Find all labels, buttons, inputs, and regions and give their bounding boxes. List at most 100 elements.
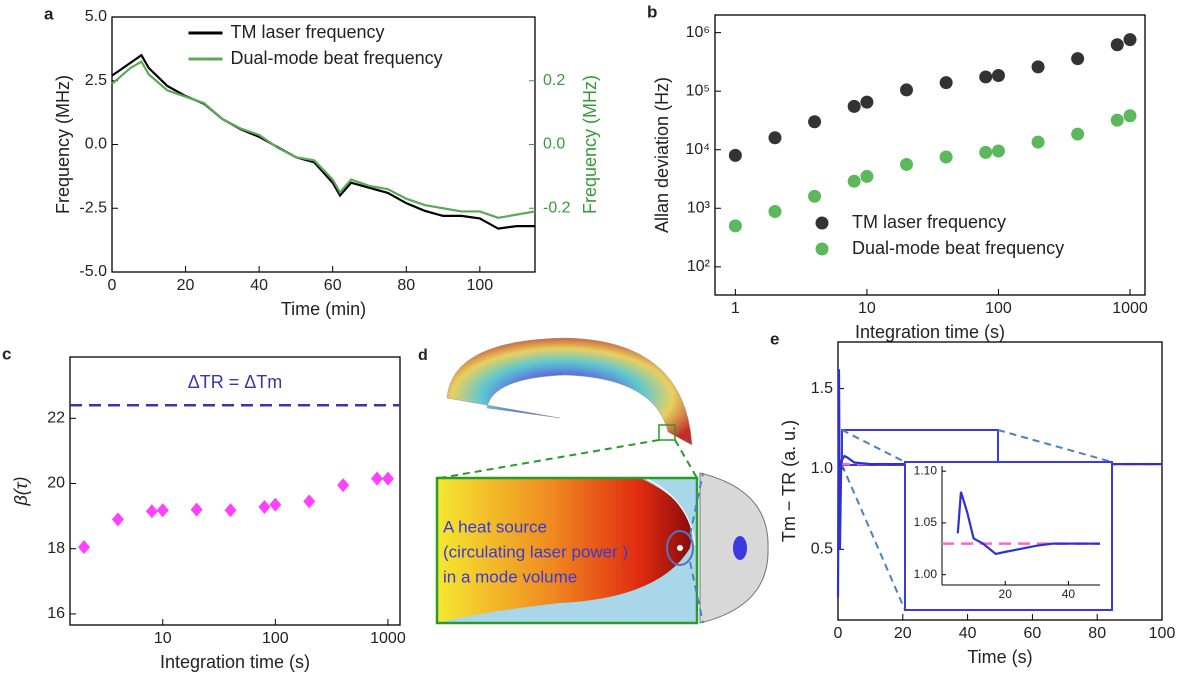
caption: in a mode volume: [443, 567, 577, 586]
x-tick-label: 40: [250, 277, 268, 294]
panel-label: b: [647, 2, 657, 21]
y2-tick-label: 0.0: [543, 136, 565, 153]
x-axis-label: Integration time (s): [855, 322, 1005, 342]
y-axis-label: β(τ): [11, 476, 31, 506]
connector: [439, 439, 660, 479]
point: [847, 174, 861, 188]
point: [258, 499, 271, 514]
y-tick-label: 10⁵: [686, 82, 710, 99]
point: [900, 157, 914, 171]
axes-frame: [69, 356, 401, 626]
y-tick-label: 10⁶: [686, 24, 710, 41]
y2-tick-label: 0.2: [543, 72, 565, 89]
caption: (circulating laser power ): [443, 542, 628, 561]
point: [1123, 109, 1137, 123]
x-tick-label: 10: [858, 300, 876, 317]
connector: [841, 464, 906, 611]
panel-label: c: [2, 344, 11, 363]
legend-swatch: [815, 216, 829, 230]
y-tick-label: 20: [47, 475, 65, 492]
point: [860, 95, 874, 109]
point: [768, 205, 782, 219]
panel-label: d: [418, 347, 428, 364]
y-tick-label: -5.0: [79, 263, 107, 280]
y2-tick-label: -0.2: [543, 199, 571, 216]
point: [939, 150, 953, 164]
point: [190, 502, 203, 517]
y-tick-label: 10³: [687, 199, 711, 216]
point: [1110, 113, 1124, 127]
x-tick-label: 1000: [1112, 300, 1148, 317]
resonator-disc: [446, 337, 693, 446]
y-tick-label: 0.5: [811, 541, 833, 558]
panel-d: d A heat source (circulating laser power…: [418, 337, 769, 625]
point: [303, 494, 316, 509]
y-tick-label: 5.0: [85, 8, 107, 25]
y-axis-label: Tm − TR (a. u.): [779, 420, 799, 542]
x-axis-label: Time (s): [967, 647, 1032, 667]
legend-label: TM laser frequency: [852, 212, 1006, 232]
x-tick-label: 1: [731, 300, 740, 317]
connector: [997, 429, 1113, 463]
caption: A heat source: [443, 517, 547, 536]
mode-volume: [666, 530, 694, 566]
panel-label: a: [44, 4, 54, 23]
y-tick-label: 0.0: [85, 136, 107, 153]
y-tick-label: 10²: [687, 258, 711, 275]
mesh-mode: [733, 536, 747, 560]
zoom-box: [658, 424, 676, 441]
y-tick-label: 2.5: [85, 72, 107, 89]
point: [111, 512, 124, 527]
data-line: [111, 60, 536, 219]
x-tick-label: 0: [108, 277, 117, 294]
x-tick-label: 1000: [370, 630, 406, 647]
point: [78, 540, 91, 555]
panel: 1 10 100 1000 10² 10³ 10⁴ 10⁵ 10⁶ Integration tim…: [647, 2, 1148, 341]
y-tick-label: 1.5: [811, 380, 833, 397]
legend-label: Dual-mode beat frequency: [852, 238, 1064, 258]
y-axis-label: Frequency (MHz): [53, 75, 73, 214]
zoom-box: [841, 429, 999, 466]
x-tick-label: 100: [1149, 625, 1176, 642]
point: [991, 144, 1005, 158]
panel: 10 100 1000 16 18 20 22 Integration time (s) β(τ…: [2, 344, 406, 671]
data-line: [956, 491, 1100, 556]
point: [156, 503, 169, 518]
y-axis-label: Allan deviation (Hz): [652, 77, 672, 233]
x-tick-label: 20: [999, 587, 1013, 601]
point: [768, 131, 782, 145]
x-tick-label: 40: [959, 625, 977, 642]
y-tick-label: 22: [47, 410, 65, 427]
x-tick-label: 100: [262, 630, 289, 647]
point: [900, 83, 914, 97]
y-tick-label: 1.00: [914, 567, 938, 581]
point: [371, 471, 384, 486]
legend-swatch: [815, 242, 829, 256]
point: [991, 69, 1005, 83]
x-tick-label: 80: [397, 277, 415, 294]
point: [728, 219, 742, 233]
connector: [841, 429, 906, 463]
point: [1071, 127, 1085, 141]
point: [808, 115, 822, 129]
y-tick-label: -2.5: [79, 199, 107, 216]
point: [728, 148, 742, 162]
mode-dot: [677, 545, 683, 551]
x-tick-label: 20: [177, 277, 195, 294]
y-tick-label: 1.10: [914, 463, 938, 477]
y-tick-label: 1.05: [914, 515, 938, 529]
x-tick-label: 60: [1024, 625, 1042, 642]
point: [847, 99, 861, 113]
point: [145, 504, 158, 519]
legend-label: Dual-mode beat frequency: [231, 48, 443, 68]
point: [979, 70, 993, 84]
x-tick-label: 80: [1088, 625, 1106, 642]
connector: [689, 561, 704, 624]
x-tick-label: 100: [466, 277, 493, 294]
connector: [674, 439, 698, 479]
point: [860, 169, 874, 183]
point: [337, 478, 350, 493]
axes-frame: [714, 14, 1146, 296]
point: [1110, 38, 1124, 52]
